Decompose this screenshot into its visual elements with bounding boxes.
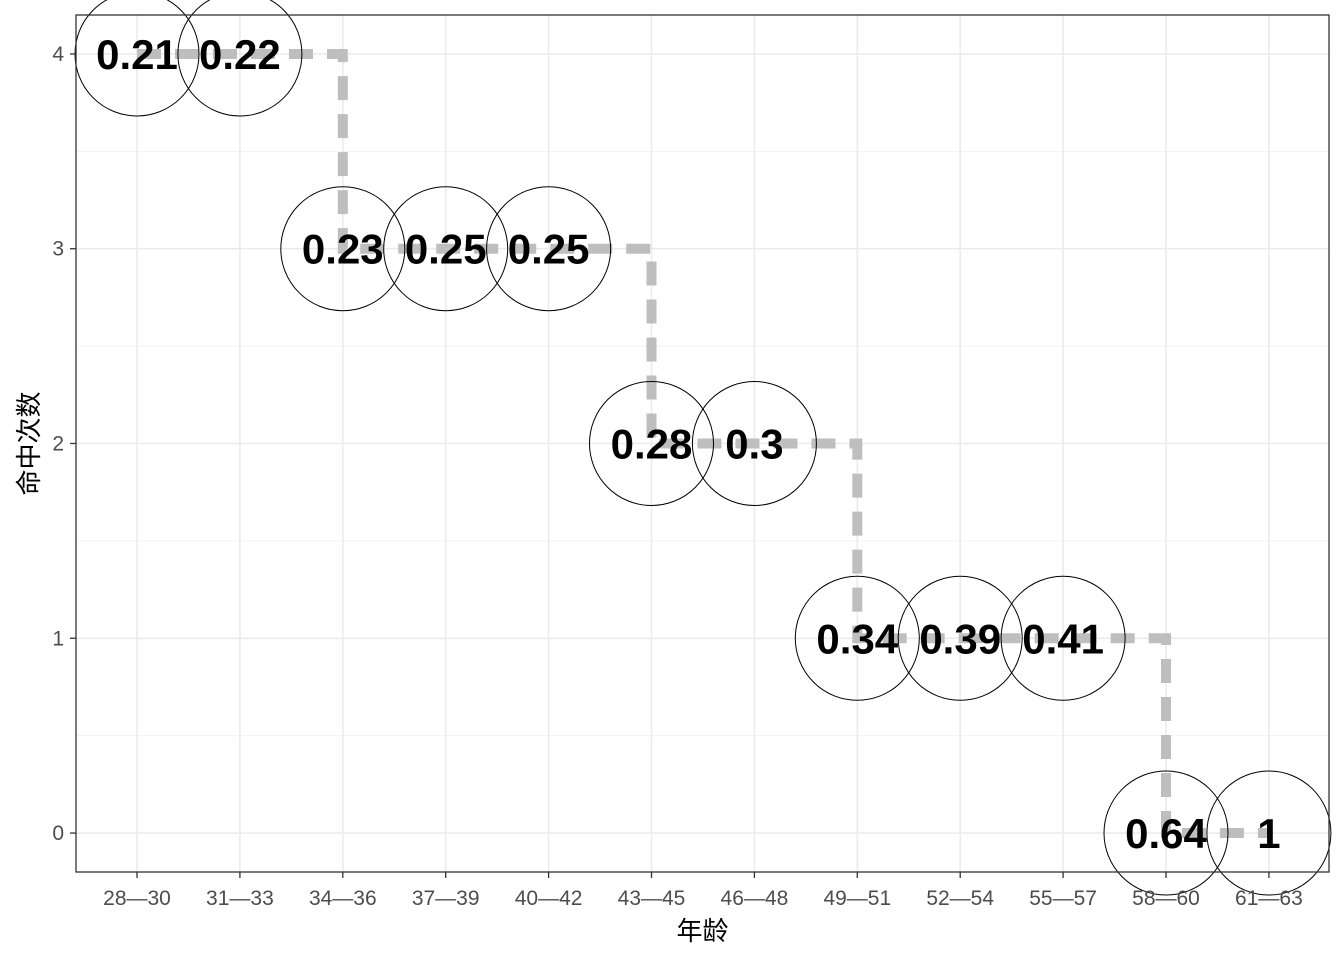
point-circle [486,186,612,312]
point-circle [1000,575,1126,701]
x-tick-label: 46—48 [721,887,789,910]
point-label: 0.64 [1125,810,1207,857]
x-tick-label: 28—30 [103,887,171,910]
y-tick-label: 0 [52,822,64,845]
point-label: 0.28 [611,421,693,468]
point-circle [1103,770,1229,896]
step-line-path [137,48,1269,839]
point-label: 0.25 [405,226,487,273]
point-label: 0.21 [96,31,178,78]
x-tick-label: 49—51 [823,887,891,910]
point-circle [177,0,303,117]
point-label: 0.41 [1022,615,1104,662]
point-circle [280,186,406,312]
x-tick-label: 43—45 [618,887,686,910]
x-tick-label: 55—57 [1029,887,1097,910]
y-tick-label: 3 [52,238,64,261]
point-circle [383,186,509,312]
point-label: 0.25 [508,226,590,273]
y-tick-label: 1 [52,627,64,650]
y-tick-label: 4 [52,43,64,66]
x-tick-label: 31—33 [206,887,274,910]
point-label: 0.22 [199,31,281,78]
point-circle [897,575,1023,701]
x-tick-label: 34—36 [309,887,377,910]
point-label: 0.23 [302,226,384,273]
point-label: 0.34 [816,615,898,662]
x-tick-label: 61—63 [1235,887,1303,910]
y-axis-title: 命中次数 [15,391,45,495]
point-circle [589,381,714,506]
point-labels: 0.21 0.22 0.23 0.25 0.25 0.28 0.3 0.34 0.39 0.41 0… [96,31,1280,857]
point-label: 0.3 [725,421,783,468]
point-label: 0.39 [919,615,1001,662]
x-axis-title: 年龄 [676,917,728,947]
grid-minor [76,150,1329,737]
x-tick-label: 37—39 [412,887,480,910]
step-line [137,48,1269,839]
point-circle [691,381,817,506]
point-circle [1206,770,1332,896]
x-tick-label: 52—54 [926,887,994,910]
y-tick-label: 2 [52,433,64,456]
x-tick-label: 58—60 [1132,887,1200,910]
axes: 0 1 2 3 4 28—30 31—33 34—36 37—39 40—42 43—45 46—48… [52,43,1302,910]
x-tick-label: 40—42 [515,887,583,910]
point-circle [794,575,920,701]
point-label: 1 [1257,810,1280,857]
